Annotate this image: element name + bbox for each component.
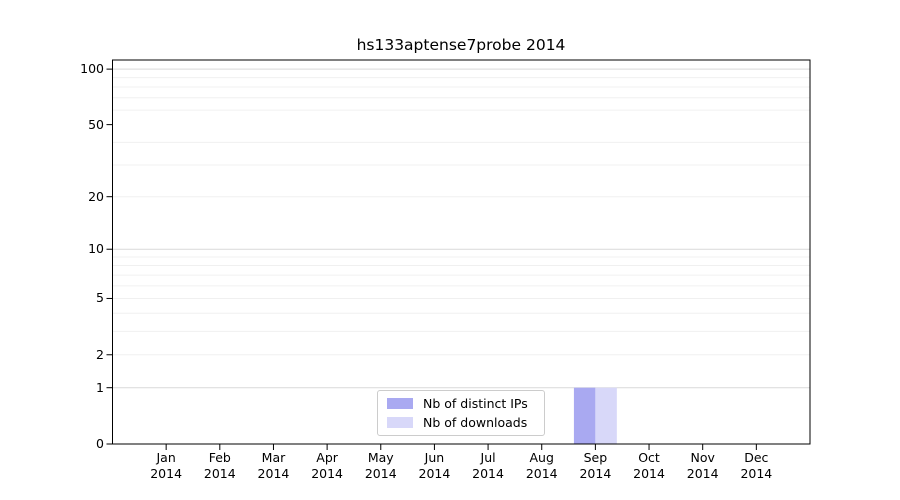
y-tick-label: 2 (96, 346, 104, 362)
x-tick-label: May 2014 (364, 450, 397, 481)
y-tick-label: 5 (96, 290, 104, 306)
x-tick-label: Jun 2014 (418, 450, 451, 481)
y-tick-label: 10 (88, 241, 104, 257)
y-tick-label: 20 (88, 188, 104, 204)
y-tick-label: 1 (96, 379, 104, 395)
x-tick-label: Mar 2014 (257, 450, 290, 481)
x-tick-label: Nov 2014 (686, 450, 719, 481)
chart-title: hs133aptense7probe 2014 (356, 36, 566, 54)
x-tick-label: Oct 2014 (633, 450, 665, 481)
x-tick-label: Jan 2014 (150, 450, 183, 481)
axes-box (112, 59, 811, 445)
x-tick-label: Apr 2014 (311, 450, 344, 481)
legend: Nb of distinct IPs Nb of downloads (377, 390, 545, 436)
x-tick-label: Dec 2014 (740, 450, 773, 481)
bar-downloads (595, 387, 617, 444)
x-tick-label: Jul 2014 (472, 450, 504, 481)
bar-distinct-ips (573, 387, 596, 444)
legend-item-distinct-ips: Nb of distinct IPs (387, 394, 536, 413)
legend-swatch-distinct-ips (387, 398, 413, 409)
legend-item-downloads: Nb of downloads (387, 413, 536, 432)
legend-label-downloads: Nb of downloads (423, 415, 528, 430)
x-tick-label: Sep 2014 (579, 450, 612, 481)
x-tick-label: Aug 2014 (525, 450, 558, 481)
y-tick-label: 50 (88, 116, 104, 132)
legend-swatch-downloads (387, 417, 413, 428)
y-tick-label: 0 (96, 436, 104, 451)
x-tick-label: Feb 2014 (203, 450, 236, 481)
legend-label-distinct-ips: Nb of distinct IPs (423, 396, 528, 411)
y-tick-label: 100 (80, 61, 104, 77)
